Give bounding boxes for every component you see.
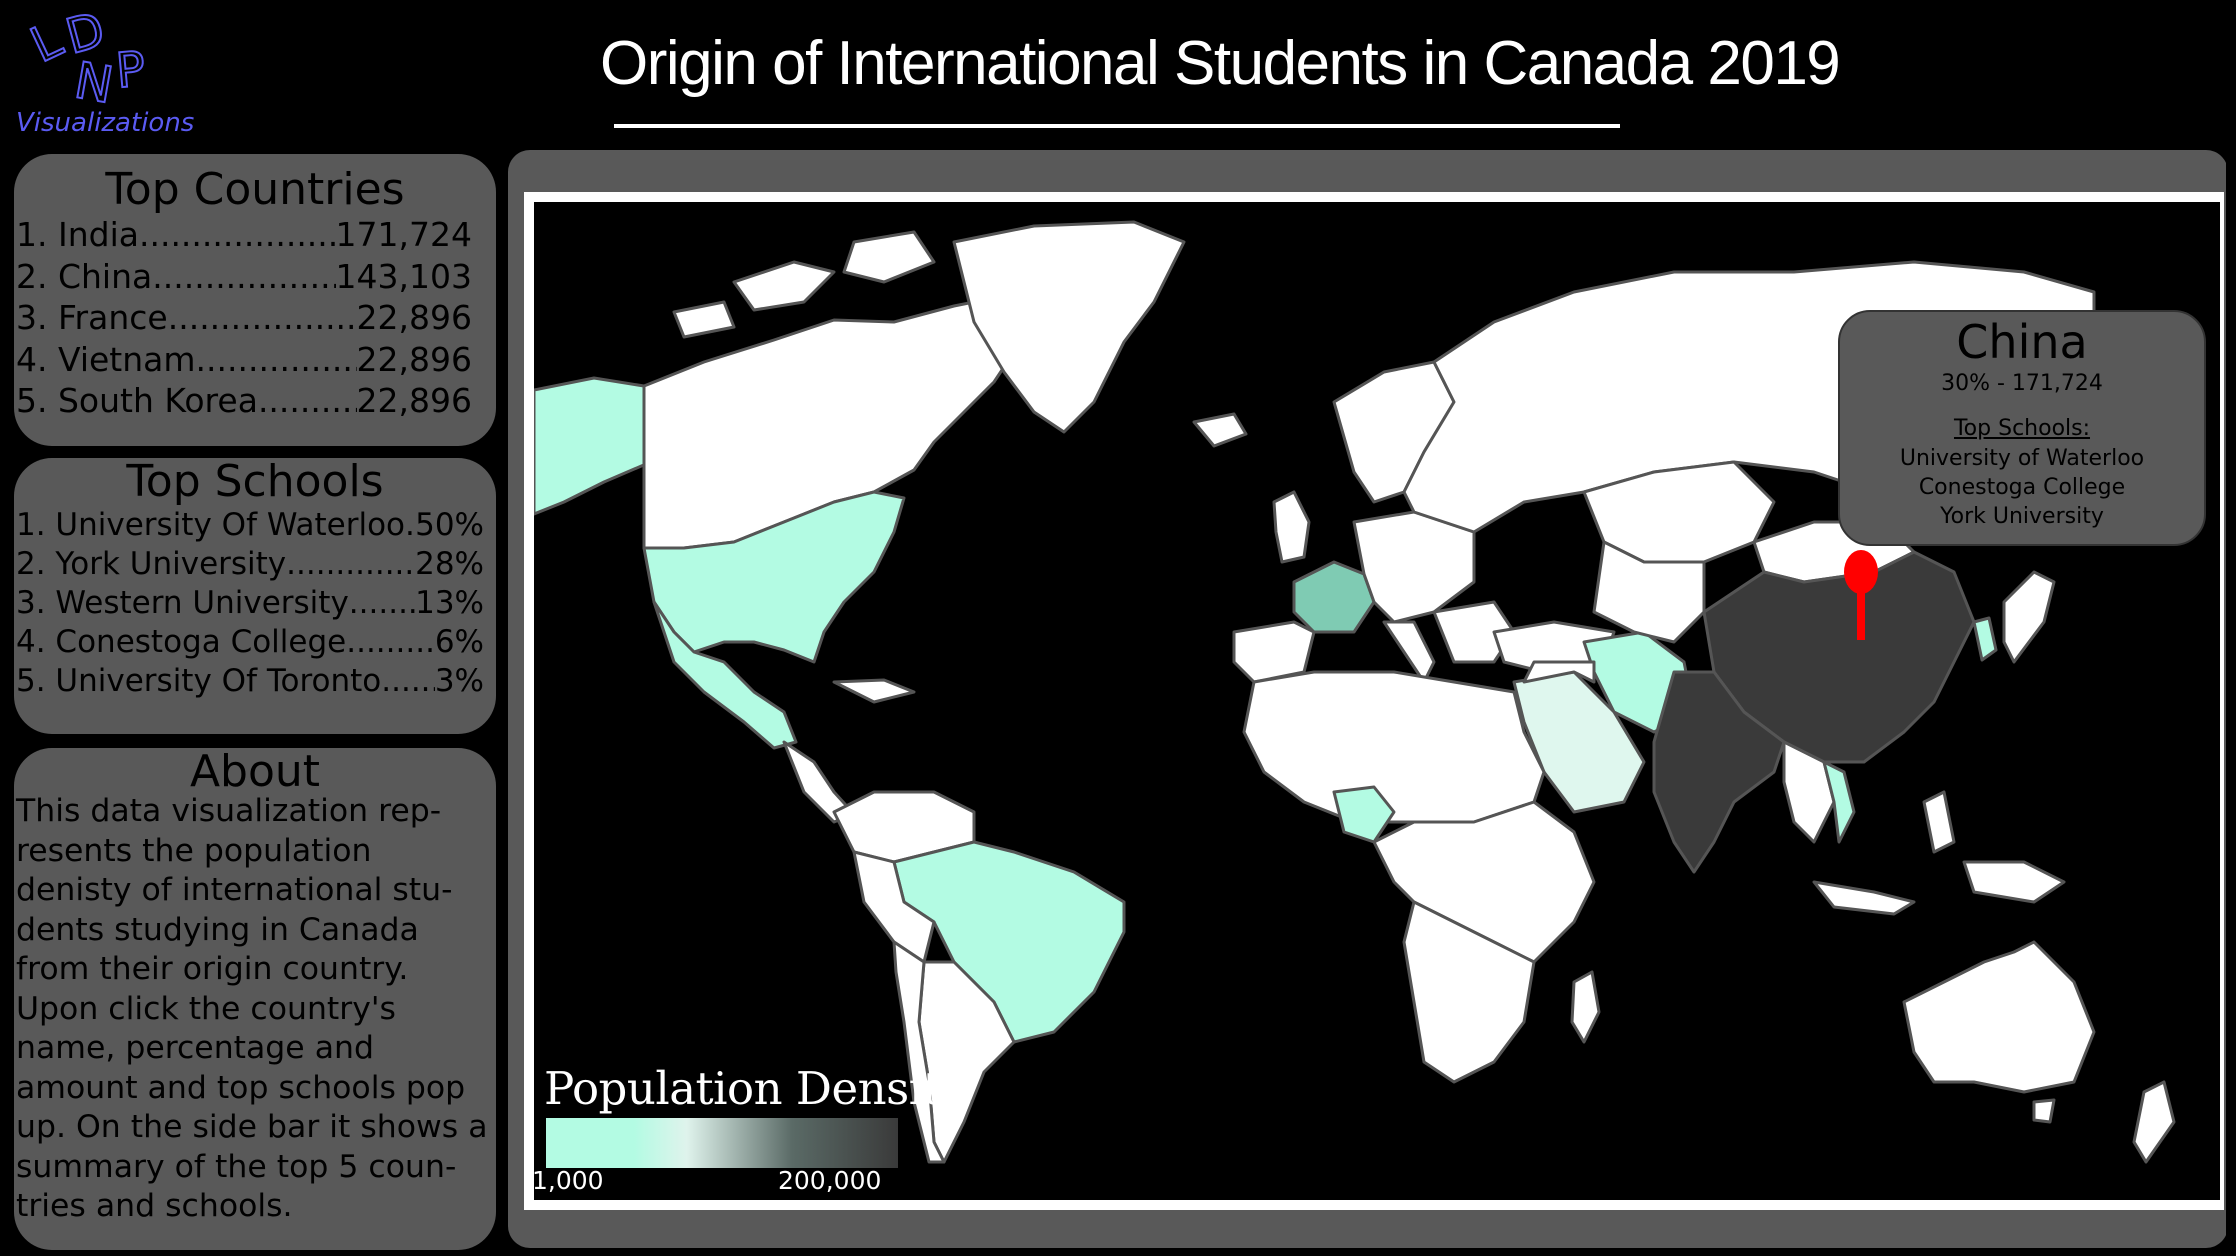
- country-southern-africa[interactable]: [1402, 900, 1536, 1084]
- country-row[interactable]: 2. China 143,103: [14, 256, 496, 298]
- country-name: 2. China: [16, 256, 153, 296]
- school-row[interactable]: 1. University Of Waterloo50%: [14, 506, 496, 545]
- country-value: 22,896: [356, 381, 472, 421]
- country-value: 143,103: [335, 256, 472, 296]
- logo: L D N P Visualizations: [14, 1, 194, 138]
- country-france[interactable]: [1292, 560, 1376, 634]
- right-edge: [2226, 150, 2236, 1256]
- school-row[interactable]: 2. York University 28%: [14, 545, 496, 584]
- popup-school: Conestoga College: [1918, 475, 2126, 500]
- country-row[interactable]: 4. Vietnam 22,896: [14, 339, 496, 381]
- school-name: 1. University Of Waterloo: [16, 507, 406, 544]
- legend-max: 200,000: [778, 1166, 882, 1195]
- legend-min: 1,000: [532, 1166, 604, 1195]
- country-vietnam[interactable]: [1822, 760, 1856, 844]
- school-value: 50%: [415, 507, 484, 544]
- country-value: 22,896: [356, 339, 472, 379]
- school-row[interactable]: 4. Conestoga College 6%: [14, 623, 496, 662]
- country-australia[interactable]: [1902, 940, 2096, 1094]
- school-row[interactable]: 5. University Of Toronto 3%: [14, 662, 496, 701]
- country-value: 22,896: [356, 298, 472, 338]
- legend-title: Population Density: [544, 1062, 966, 1115]
- country-korea[interactable]: [1972, 616, 1998, 662]
- country-chile[interactable]: [892, 940, 946, 1164]
- page-title: Origin of International Students in Cana…: [600, 29, 1841, 98]
- school-name: 4. Conestoga College: [16, 624, 347, 661]
- country-row[interactable]: 1. India 171,724: [14, 214, 496, 256]
- school-name: 3. Western University: [16, 585, 349, 622]
- country-brazil[interactable]: [892, 840, 1126, 1044]
- popup-school: University of Waterloo: [1899, 446, 2145, 471]
- popup-stat: 30% - 171,724: [1941, 371, 2103, 396]
- country-madagascar[interactable]: [1570, 970, 1601, 1044]
- popup-country: China: [1956, 315, 2088, 369]
- about-panel: About This data visualization rep-resent…: [14, 748, 496, 1250]
- country-iraq-syria[interactable]: [1522, 660, 1596, 684]
- country-india[interactable]: [1652, 670, 1786, 874]
- school-value: 13%: [415, 585, 484, 622]
- country-saudi-arabia[interactable]: [1512, 670, 1646, 814]
- country-nigeria[interactable]: [1332, 785, 1396, 844]
- map-pin-icon[interactable]: [1842, 548, 1880, 640]
- country-usa-alaska[interactable]: [534, 376, 648, 516]
- country-spain[interactable]: [1232, 620, 1316, 684]
- country-name: 5. South Korea: [16, 381, 258, 421]
- school-value: 28%: [415, 546, 484, 583]
- world-map[interactable]: [534, 202, 2220, 1200]
- school-name: 2. York University: [16, 546, 287, 583]
- country-uk[interactable]: [1272, 490, 1311, 564]
- legend-gradient: [546, 1118, 898, 1168]
- country-value: 171,724: [335, 215, 472, 255]
- country-north-africa[interactable]: [1242, 670, 1546, 824]
- country-peru[interactable]: [852, 850, 936, 964]
- country-name: 1. India: [16, 215, 139, 255]
- country-popup[interactable]: China 30% - 171,724 Top Schools: Univers…: [1838, 310, 2206, 546]
- school-row[interactable]: 3. Western University 13%: [14, 584, 496, 623]
- title-underline: [614, 124, 1620, 128]
- logo-text: Visualizations: [16, 108, 195, 138]
- country-central-asia[interactable]: [1592, 540, 1706, 644]
- about-text: This data visualization rep-resents the …: [16, 793, 488, 1225]
- svg-text:P: P: [114, 41, 148, 99]
- country-row[interactable]: 3. France 22,896: [14, 297, 496, 339]
- school-name: 5. University Of Toronto: [16, 663, 382, 700]
- popup-school: York University: [1940, 504, 2104, 529]
- country-iceland[interactable]: [1192, 412, 1248, 448]
- logo-icon: L D N P: [21, 1, 148, 116]
- country-japan[interactable]: [2002, 570, 2056, 664]
- about-heading: About: [189, 748, 321, 797]
- top-schools-panel: Top Schools 1. University Of Waterloo50%…: [14, 458, 496, 734]
- country-mexico[interactable]: [652, 600, 798, 750]
- country-name: 3. France: [16, 298, 168, 338]
- top-schools-heading: Top Schools: [126, 458, 384, 507]
- popup-schools-label: Top Schools:: [1953, 416, 2091, 441]
- country-italy[interactable]: [1382, 620, 1436, 684]
- country-new-zealand[interactable]: [2132, 1080, 2176, 1164]
- top-countries-panel: Top Countries 1. India 171,724 2. China 14…: [14, 154, 496, 446]
- top-countries-heading: Top Countries: [105, 164, 405, 215]
- school-value: 6%: [434, 624, 484, 661]
- country-greenland[interactable]: [952, 220, 1186, 434]
- country-row[interactable]: 5. South Korea 22,896: [14, 380, 496, 422]
- school-value: 3%: [434, 663, 484, 700]
- country-name: 4. Vietnam: [16, 339, 196, 379]
